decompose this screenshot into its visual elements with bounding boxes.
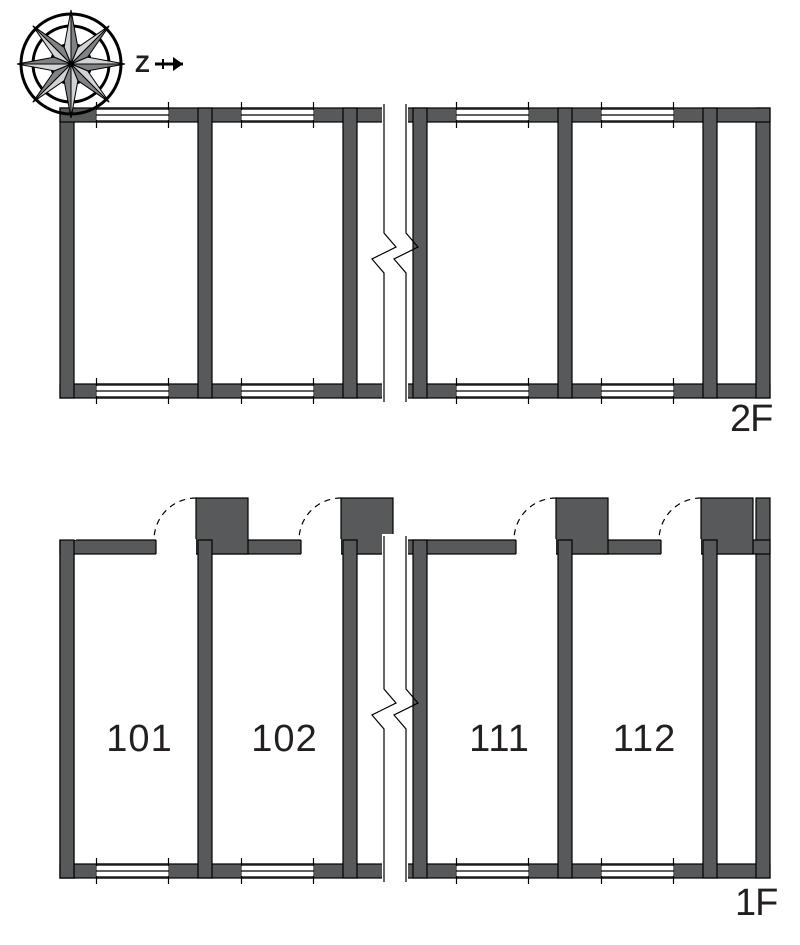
- unit-label: 101: [78, 718, 201, 761]
- compass-rose: Z: [15, 8, 235, 193]
- floorplan-canvas: Z 2F 1F 101 102 111 112: [0, 0, 800, 940]
- unit-label: 112: [583, 718, 706, 761]
- svg-text:Z: Z: [135, 51, 150, 78]
- floor-1F: [58, 496, 770, 884]
- floor-label-2F: 2F: [730, 398, 772, 441]
- floor-label-1F: 1F: [735, 882, 777, 925]
- unit-label: 102: [223, 718, 346, 761]
- unit-label: 111: [438, 718, 561, 761]
